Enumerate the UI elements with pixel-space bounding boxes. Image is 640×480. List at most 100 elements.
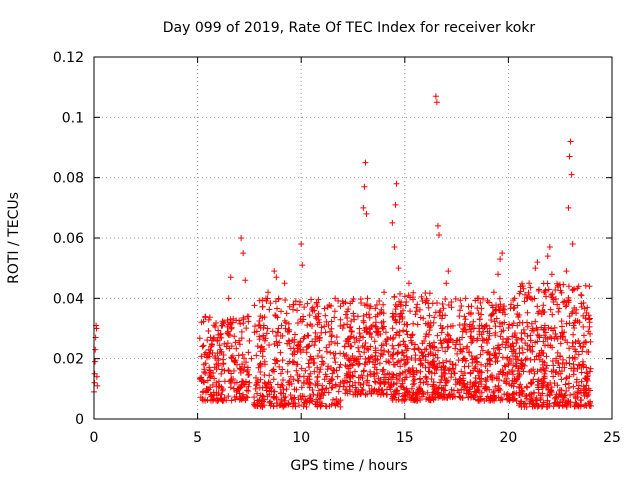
data-point-marker [365, 346, 372, 353]
data-point-marker [449, 361, 456, 368]
data-point-marker [267, 379, 274, 386]
data-point-marker [459, 348, 466, 355]
data-point-marker [563, 268, 570, 275]
data-point-marker [555, 359, 562, 366]
data-point-marker [502, 344, 509, 351]
data-point-marker [527, 396, 534, 403]
data-point-marker [463, 329, 470, 336]
data-point-marker [549, 311, 556, 318]
data-point-marker [472, 355, 479, 362]
data-point-marker [358, 386, 365, 393]
data-point-marker [432, 93, 439, 100]
data-point-marker [384, 370, 391, 377]
data-point-marker [492, 383, 499, 390]
data-point-marker [366, 314, 373, 321]
data-point-marker [289, 306, 296, 313]
data-point-marker [439, 344, 446, 351]
data-point-marker [527, 337, 534, 344]
data-point-marker [223, 397, 230, 404]
data-point-marker [366, 305, 373, 312]
data-point-marker [256, 333, 263, 340]
data-point-marker [410, 320, 417, 327]
data-point-marker [408, 385, 415, 392]
data-point-marker [570, 383, 577, 390]
data-point-marker [94, 382, 101, 389]
data-point-marker [376, 388, 383, 395]
data-point-marker [422, 357, 429, 364]
data-point-marker [478, 311, 485, 318]
gridlines [94, 57, 612, 419]
data-point-marker [485, 336, 492, 343]
data-point-marker [309, 398, 316, 405]
data-point-marker [223, 343, 230, 350]
data-point-marker [347, 323, 354, 330]
data-point-marker [397, 310, 404, 317]
data-point-marker [278, 381, 285, 388]
data-point-marker [566, 320, 573, 327]
data-point-marker [576, 340, 583, 347]
data-point-marker [438, 367, 445, 374]
data-point-marker [425, 304, 432, 311]
data-point-marker [535, 402, 542, 409]
data-point-marker [584, 304, 591, 311]
data-point-marker [294, 307, 301, 314]
data-point-marker [531, 295, 538, 302]
data-point-marker [461, 313, 468, 320]
data-point-marker [315, 296, 322, 303]
data-point-marker [412, 311, 419, 318]
data-point-marker [466, 349, 473, 356]
data-point-marker [279, 332, 286, 339]
data-point-marker [534, 326, 541, 333]
data-point-marker [205, 328, 212, 335]
data-point-marker [314, 303, 321, 310]
data-point-marker [447, 336, 454, 343]
data-point-marker [367, 368, 374, 375]
data-point-marker [531, 356, 538, 363]
data-point-marker [565, 204, 572, 211]
data-point-marker [487, 361, 494, 368]
data-point-marker [328, 375, 335, 382]
data-point-marker [403, 353, 410, 360]
data-point-marker [321, 376, 328, 383]
data-point-marker [417, 314, 424, 321]
data-point-marker [357, 333, 364, 340]
data-point-marker [411, 346, 418, 353]
data-point-marker [279, 357, 286, 364]
data-point-marker [297, 392, 304, 399]
data-point-marker [360, 380, 367, 387]
data-point-marker [477, 299, 484, 306]
data-point-marker [228, 325, 235, 332]
data-point-marker [393, 319, 400, 326]
data-point-marker [306, 379, 313, 386]
data-point-marker [257, 313, 264, 320]
data-point-marker [512, 356, 519, 363]
data-point-marker [240, 320, 247, 327]
data-point-marker [534, 378, 541, 385]
data-point-marker [521, 298, 528, 305]
data-point-marker [219, 366, 226, 373]
data-point-marker [283, 386, 290, 393]
data-point-marker [582, 338, 589, 345]
data-point-marker [566, 354, 573, 361]
data-point-marker [496, 295, 503, 302]
data-point-marker [220, 356, 227, 363]
data-point-marker [215, 378, 222, 385]
data-point-marker [479, 347, 486, 354]
data-point-marker [312, 401, 319, 408]
data-point-marker [519, 344, 526, 351]
data-point-marker [404, 331, 411, 338]
data-point-marker [511, 330, 518, 337]
data-point-marker [323, 344, 330, 351]
data-point-marker [242, 397, 249, 404]
data-point-marker [339, 298, 346, 305]
data-point-marker [401, 293, 408, 300]
data-point-marker [355, 360, 362, 367]
data-point-marker [333, 395, 340, 402]
data-point-marker [300, 379, 307, 386]
data-point-marker [487, 397, 494, 404]
data-point-marker [472, 363, 479, 370]
data-point-marker [396, 341, 403, 348]
data-point-marker [501, 362, 508, 369]
y-tick-label: 0 [75, 412, 84, 428]
data-point-marker [481, 323, 488, 330]
